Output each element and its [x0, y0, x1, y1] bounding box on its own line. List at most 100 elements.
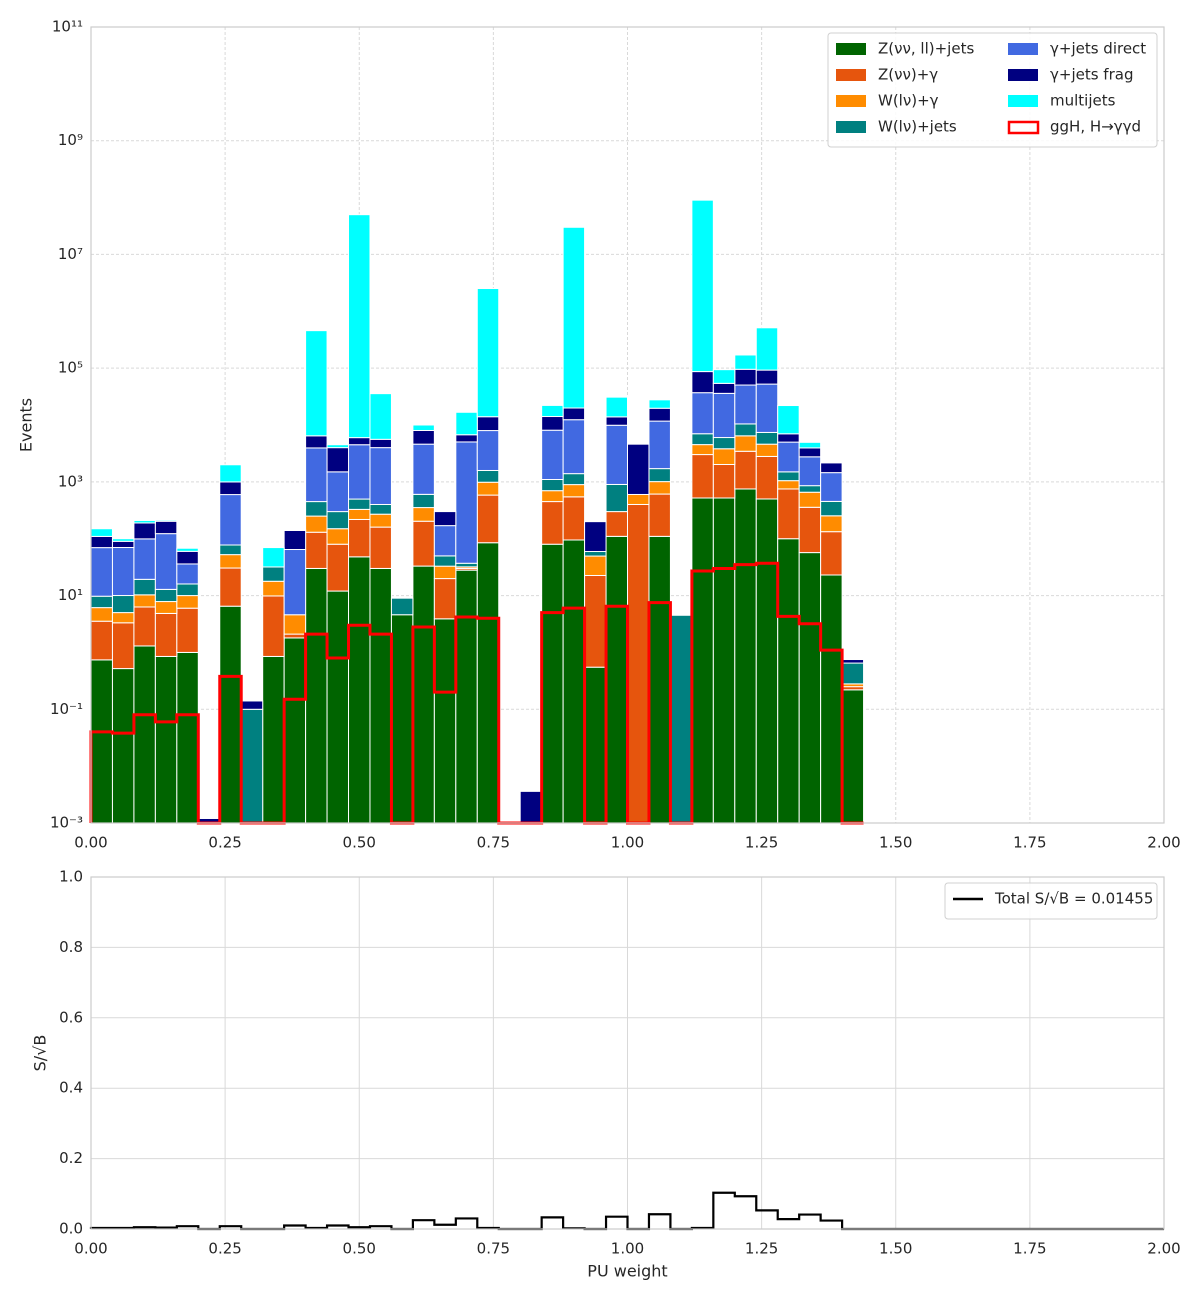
bar	[90, 547, 113, 597]
bar	[755, 383, 779, 433]
bar	[305, 435, 328, 449]
bar	[326, 543, 350, 592]
bar	[691, 454, 714, 499]
bar	[691, 444, 714, 456]
x-tick-label: 0.50	[343, 834, 376, 852]
legend-swatch	[836, 69, 866, 81]
legend-swatch	[836, 121, 866, 133]
legend-swatch	[1008, 43, 1038, 55]
bar	[541, 404, 564, 418]
bar	[154, 519, 178, 522]
bar	[433, 511, 457, 527]
bar	[820, 531, 843, 576]
bar	[219, 544, 242, 556]
bar	[369, 526, 392, 569]
bar	[412, 565, 435, 824]
bar	[798, 447, 822, 458]
bar	[348, 518, 371, 558]
bar	[412, 493, 435, 509]
bar	[777, 538, 800, 824]
bar	[176, 607, 199, 653]
legend-label: ggH, H→γγd	[1050, 118, 1141, 136]
bar	[777, 488, 800, 540]
x-tick-label: 2.00	[1147, 834, 1180, 852]
bar	[390, 597, 414, 616]
bar	[326, 528, 350, 545]
bar	[176, 651, 199, 824]
bar	[326, 590, 350, 824]
bar	[262, 547, 285, 568]
legend-label: multijets	[1050, 92, 1116, 110]
bar	[712, 369, 736, 384]
bar	[820, 472, 843, 502]
bar	[369, 393, 392, 440]
bar	[240, 708, 264, 824]
y-tick-label: 0.4	[59, 1079, 83, 1097]
y-tick-label: 10⁻¹	[50, 700, 83, 718]
bar	[691, 497, 714, 824]
bar	[734, 368, 757, 386]
bar	[133, 522, 156, 540]
x-tick-label: 0.50	[343, 1240, 376, 1258]
bar	[305, 330, 328, 437]
bar	[798, 552, 822, 824]
x-tick-label: 1.75	[1013, 1240, 1046, 1258]
bar	[476, 481, 500, 496]
bar	[605, 424, 628, 485]
bar	[734, 384, 757, 425]
bar	[562, 419, 586, 475]
x-tick-label: 0.00	[74, 1240, 107, 1258]
bar	[541, 416, 564, 431]
bar	[412, 424, 435, 432]
y-tick-label: 10⁹	[58, 131, 83, 149]
bar	[605, 396, 628, 418]
bar	[648, 420, 671, 470]
y-tick-label: 10¹¹	[52, 18, 83, 36]
bar	[476, 469, 500, 483]
x-tick-label: 1.25	[745, 834, 778, 852]
bar	[305, 515, 328, 533]
y-axis-label: Events	[17, 398, 36, 452]
bar	[841, 662, 865, 685]
bar	[691, 433, 714, 446]
subplot: 0.00 0.25 0.50 0.75 1.00 1.25 1.50 1.75 2.00 0.0 0…	[31, 868, 1181, 1281]
bar	[798, 485, 822, 493]
y-tick-label: 0.2	[59, 1149, 83, 1167]
bar	[219, 494, 242, 546]
bar	[455, 434, 478, 443]
bar	[412, 520, 435, 567]
bar	[648, 399, 671, 409]
bar	[562, 226, 586, 409]
bar	[798, 441, 822, 449]
bar	[841, 659, 865, 664]
legend-label: W(lν)+jets	[878, 118, 957, 136]
bar	[412, 443, 435, 495]
bar	[154, 601, 178, 614]
bar	[283, 549, 307, 616]
bar	[541, 501, 564, 545]
bar	[755, 327, 779, 371]
bar	[133, 606, 156, 647]
bar	[283, 614, 307, 635]
bar	[627, 493, 650, 505]
bar	[326, 511, 350, 530]
bar	[176, 550, 199, 565]
bar	[90, 607, 113, 622]
bar	[433, 525, 457, 557]
x-tick-label: 0.00	[74, 834, 107, 852]
x-tick-label: 1.00	[611, 834, 644, 852]
bar	[90, 528, 113, 537]
bar	[369, 438, 392, 449]
bar	[262, 595, 285, 657]
x-tick-label: 1.50	[879, 834, 912, 852]
bar	[326, 444, 350, 449]
bar	[476, 494, 500, 544]
bar	[390, 614, 414, 824]
x-tick-label: 0.75	[477, 834, 510, 852]
bar	[691, 371, 714, 394]
bar	[219, 481, 242, 496]
x-tick-label: 1.75	[1013, 834, 1046, 852]
bar	[433, 565, 457, 580]
bar	[133, 538, 156, 580]
bar	[111, 622, 135, 670]
